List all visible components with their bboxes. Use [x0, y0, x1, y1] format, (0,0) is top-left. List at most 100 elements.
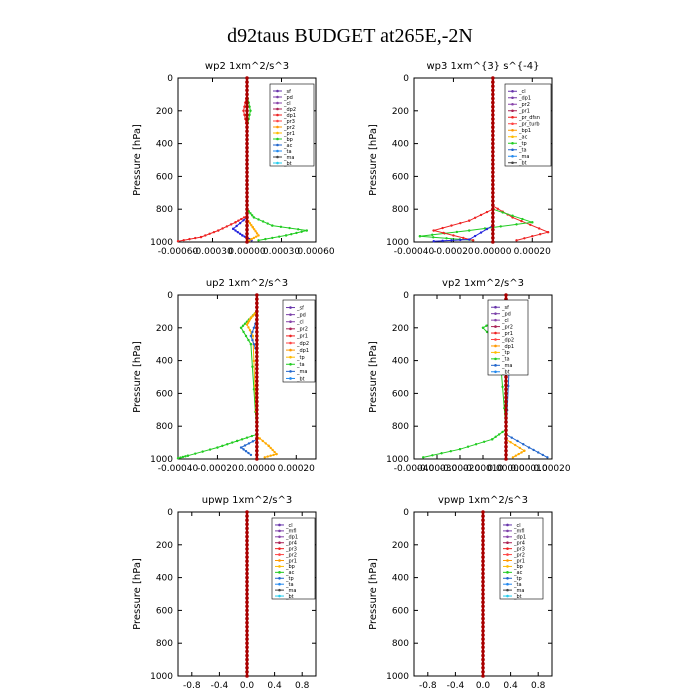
series-point: [271, 448, 274, 452]
series-point: [255, 350, 259, 355]
series-point: [266, 455, 269, 458]
series-point: [242, 330, 245, 334]
y-tick-label: 800: [392, 422, 409, 432]
series-point: [481, 674, 485, 678]
legend-marker: [278, 523, 281, 527]
series-point: [504, 391, 508, 396]
y-tick-label: 800: [156, 205, 173, 215]
series-point: [245, 641, 249, 645]
legend-label: _pr1: [518, 109, 530, 115]
legend-marker: [276, 89, 279, 93]
series-point: [491, 84, 495, 88]
x-tick-label: -0.00010: [463, 464, 504, 474]
series-point: [249, 453, 253, 457]
series-point: [491, 76, 495, 80]
series-point: [491, 125, 495, 129]
series-line: [431, 208, 494, 241]
series-point: [245, 207, 249, 211]
series-point: [491, 227, 495, 232]
series-point: [481, 657, 485, 662]
series-point: [245, 592, 249, 596]
series-point: [527, 446, 531, 449]
series-point: [522, 443, 525, 446]
legend-label: _pr2: [501, 324, 513, 330]
series-point: [245, 129, 249, 134]
series-point: [546, 230, 550, 234]
legend-label: _pd: [283, 95, 293, 101]
series-point: [226, 443, 229, 446]
series-point: [182, 238, 185, 242]
series-point: [459, 238, 462, 242]
series-point: [481, 555, 485, 559]
legend-label: _pr4: [285, 541, 297, 547]
series-point: [499, 225, 502, 228]
series-point: [481, 547, 485, 551]
y-tick-label: 200: [392, 107, 409, 117]
series-point: [491, 96, 495, 101]
y-tick-label: 600: [156, 172, 173, 182]
series-point: [245, 653, 249, 658]
series-point: [491, 88, 495, 93]
series-point: [440, 452, 443, 455]
y-axis-label: Pressure [hPa]: [368, 124, 379, 196]
series-point: [481, 653, 485, 658]
series-point: [250, 223, 253, 227]
series-point: [229, 223, 233, 226]
y-tick-label: 400: [392, 574, 409, 584]
plot-frame: [413, 77, 553, 243]
y-tick-label: 1000: [150, 672, 173, 682]
series-point: [245, 436, 249, 439]
series-point: [494, 435, 497, 439]
series-point: [251, 338, 254, 342]
series-point: [491, 438, 494, 441]
series-point: [278, 235, 281, 238]
series-line: [177, 311, 258, 459]
legend-marker: [278, 576, 281, 580]
series-point: [231, 441, 234, 444]
series-point: [248, 239, 251, 242]
series-point: [491, 182, 495, 187]
series-point: [245, 100, 249, 105]
legend-label: _tp: [501, 350, 510, 356]
chart-panel: vpwp 1xm^2/s^3 Pressure [hPa] 0 200 400 600 80…: [368, 495, 553, 691]
legend-label: _tp: [285, 576, 294, 582]
series-point: [481, 608, 485, 613]
legend-label: _ac: [513, 570, 523, 576]
y-axis-label: Pressure [hPa]: [132, 558, 143, 630]
series-point: [491, 186, 495, 191]
legend-label: _bt: [296, 376, 305, 382]
series-point: [255, 403, 259, 408]
legend-label: _bt: [285, 594, 294, 600]
legend-label: _bt: [518, 161, 527, 167]
x-tick-label: 0.00020: [278, 464, 315, 474]
series-point: [255, 436, 259, 441]
series-point: [221, 444, 224, 448]
legend-label: _pr1: [296, 334, 308, 340]
series-point: [238, 221, 242, 225]
series-point: [251, 226, 254, 229]
series-point: [481, 637, 485, 641]
series-point: [491, 121, 495, 125]
series-point: [504, 375, 508, 379]
series-point: [239, 326, 243, 329]
series-point: [245, 534, 249, 539]
series-point: [245, 199, 249, 203]
series-point: [481, 625, 485, 629]
legend-marker: [278, 553, 281, 556]
series-point: [243, 105, 246, 108]
series-point: [255, 321, 259, 326]
series-point: [504, 383, 508, 388]
legend-marker: [511, 102, 514, 106]
legend-marker: [506, 594, 509, 598]
series-point: [194, 452, 197, 455]
chart-panel: wp2 1xm^2/s^3 Pressure [hPa] 0 200 400 600 800…: [132, 61, 335, 257]
series-point: [245, 240, 249, 244]
series-point: [491, 223, 495, 228]
legend-label: _ta: [501, 357, 510, 363]
plot-frame: [413, 294, 553, 460]
series-point: [521, 217, 524, 221]
legend-label: _pr2: [283, 125, 295, 131]
series-point: [245, 162, 249, 166]
series-point: [255, 428, 259, 433]
series-point: [254, 230, 257, 233]
